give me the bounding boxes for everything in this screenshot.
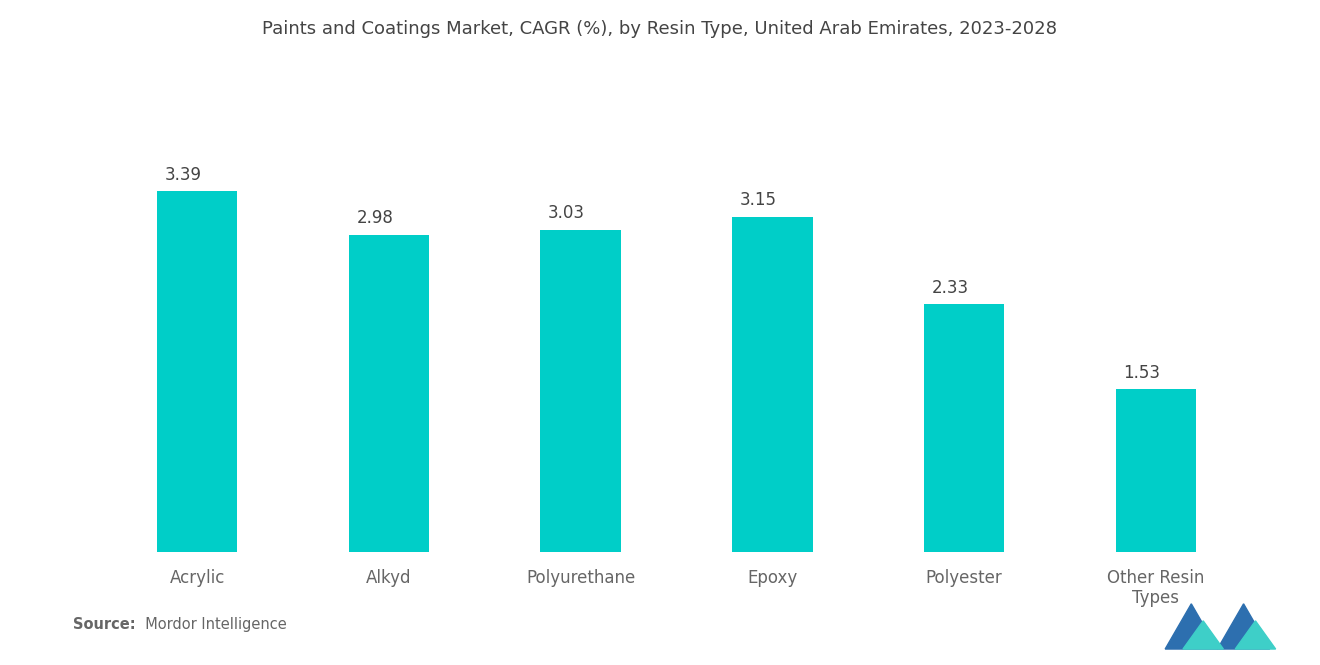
Text: Mordor Intelligence: Mordor Intelligence <box>136 616 286 632</box>
Polygon shape <box>1217 604 1270 649</box>
Bar <box>540 229 620 552</box>
Text: 2.98: 2.98 <box>356 209 393 227</box>
Text: Paints and Coatings Market, CAGR (%), by Resin Type, United Arab Emirates, 2023-: Paints and Coatings Market, CAGR (%), by… <box>263 20 1057 38</box>
Text: Source:: Source: <box>73 616 135 632</box>
Text: 3.39: 3.39 <box>165 166 202 184</box>
Text: 3.15: 3.15 <box>739 192 776 209</box>
Bar <box>157 192 238 552</box>
Text: 2.33: 2.33 <box>932 279 969 297</box>
Bar <box>348 235 429 552</box>
Polygon shape <box>1166 604 1217 649</box>
Text: 1.53: 1.53 <box>1123 364 1160 382</box>
Bar <box>1115 389 1196 552</box>
Bar <box>924 304 1005 552</box>
Bar <box>733 217 813 552</box>
Polygon shape <box>1183 621 1224 649</box>
Polygon shape <box>1236 621 1275 649</box>
Text: 3.03: 3.03 <box>548 204 585 222</box>
